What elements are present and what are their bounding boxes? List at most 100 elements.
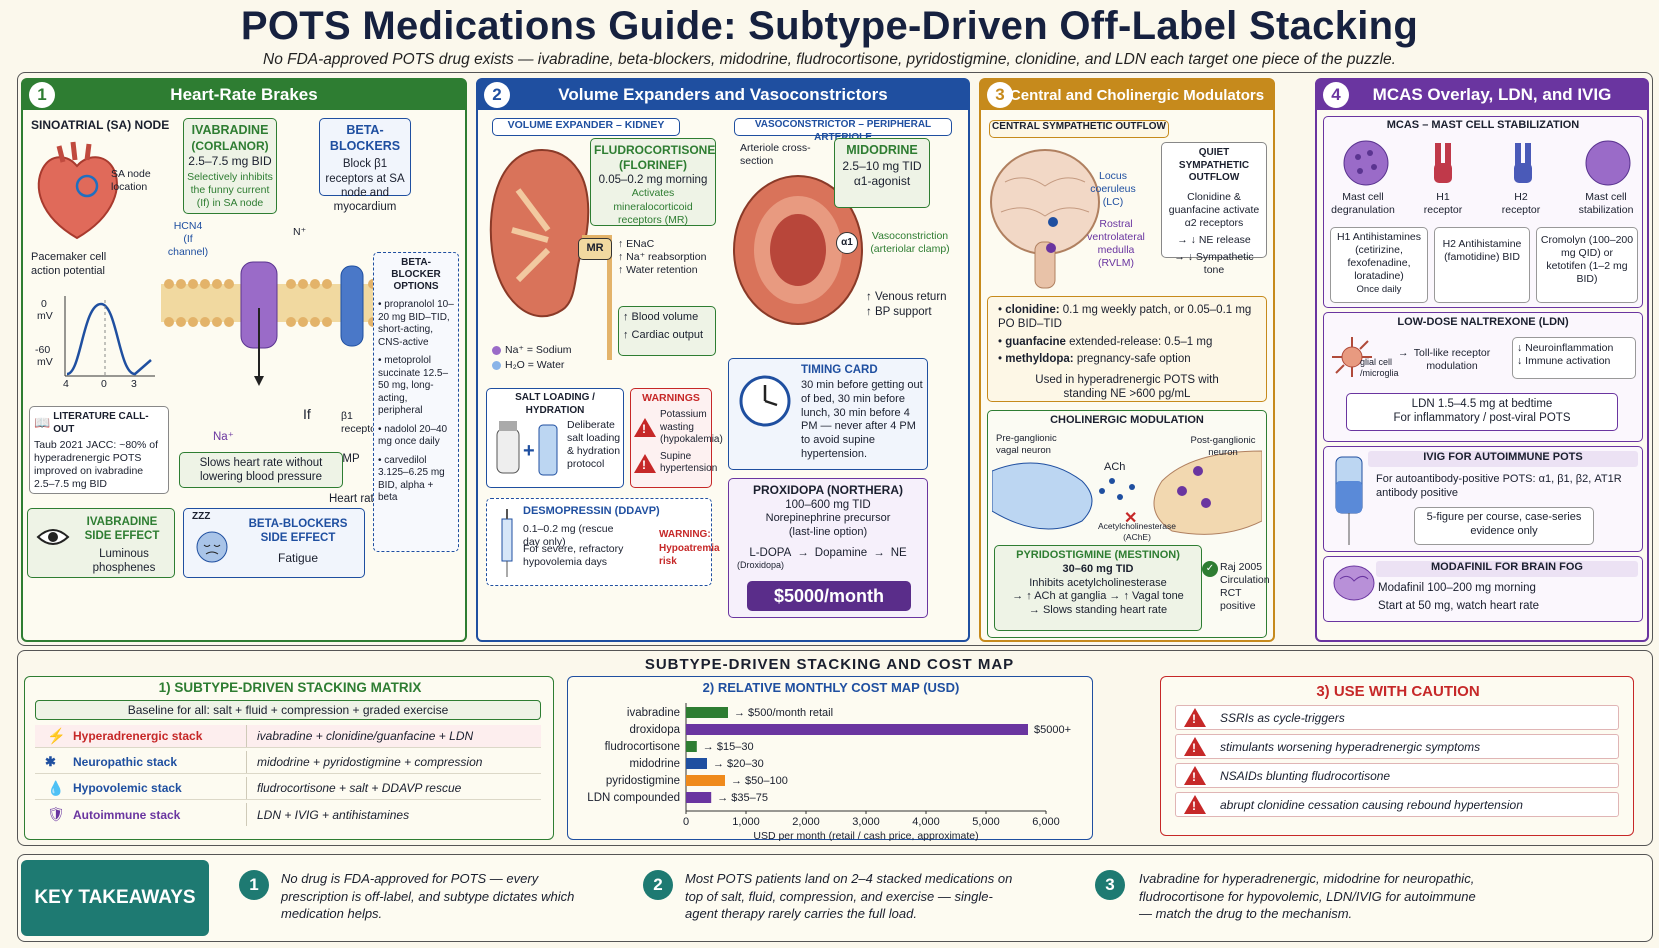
takeaway-2-num: 2: [643, 870, 673, 900]
warnings-card: WARNINGS Potassium wasting (hypokalemia)…: [630, 388, 723, 488]
x-tick-label: 0: [683, 816, 689, 828]
cost-data-label: → $20–30: [713, 758, 764, 770]
ivig-label: IVIG FOR AUTOIMMUNE POTS: [1368, 451, 1638, 467]
slows-heart-rate-box: Slows heart rate without lowering blood …: [179, 452, 343, 488]
bullet-0-drug: clonidine:: [1005, 304, 1060, 316]
mr-effect-2: ↑ Water retention: [618, 264, 698, 277]
proxi-path-1: Dopamine: [814, 546, 868, 559]
rvlm-label: Rostral ventrolateral medulla (RVLM): [1087, 218, 1145, 270]
cromolyn-card: Cromolyn (100–200 mg QID) or ketotifen (…: [1536, 227, 1638, 303]
desmo-warn: Hypoatremia risk: [659, 543, 720, 567]
fludro-name: FLUDROCORTISONE: [594, 143, 716, 157]
bullet-1-drug: guanfacine: [1005, 335, 1066, 348]
cost-data-label: → $500/month retail: [734, 707, 833, 719]
fludro-dose: 0.05–0.2 mg morning: [598, 174, 708, 186]
warning-icon: [1184, 795, 1206, 814]
category-label: midodrine: [630, 758, 681, 770]
x-tick-label: 3,000: [852, 816, 880, 828]
icon-label-0: Mast cell degranulation: [1331, 191, 1395, 217]
option-3: • carvedilol 3.125–6.25 mg BID, alpha + …: [378, 454, 445, 504]
table-row: ✱ Neuropathic stack midodrine + pyridost…: [35, 751, 541, 774]
pacemaker-label: Pacemaker cell action potential: [31, 251, 107, 278]
hcn4-sub: (If channel): [167, 233, 209, 259]
warnings-title: WARNINGS: [642, 392, 700, 404]
panel-3-header: 3 Central and Cholinergic Modulators: [981, 80, 1273, 110]
cost-title: 2) RELATIVE MONTHLY COST MAP (USD): [702, 680, 960, 695]
warning-icon: [634, 453, 656, 473]
caution-row: stimulants worsening hyperadrenergic sym…: [1175, 734, 1619, 759]
cost-bar: [686, 741, 697, 752]
panel-1-header: 1 Heart-Rate Brakes: [23, 80, 465, 110]
zzz-label: ZZZ: [192, 511, 211, 522]
tired-face-icon: [196, 531, 228, 563]
bullet-clonidine: • clonidine: 0.1 mg weekly patch, or 0.0…: [998, 304, 1252, 331]
warning-icon: [634, 418, 656, 438]
iv-bag-icon: [1335, 456, 1363, 545]
raj-text: Raj 2005 Circulation RCT positive: [1220, 561, 1270, 613]
panel-volume-vasoconstrictors: 2 Volume Expanders and Vasoconstrictors …: [476, 78, 970, 642]
vasoconstriction-label: Vasoconstriction (arteriolar clamp): [870, 230, 950, 256]
heart-icon: [37, 141, 118, 240]
nerve-icon: ✱: [45, 754, 56, 769]
pyr-desc: Inhibits acetylcholinesterase: [1029, 576, 1167, 589]
ivabradine-dose: 2.5–7.5 mg BID: [188, 153, 272, 168]
midodrine-dose: 2.5–10 mg TID: [842, 158, 922, 173]
beta-blockers-desc: Block β1 receptors at SA node and myocar…: [325, 158, 405, 214]
takeaways-label: KEY TAKEAWAYS: [21, 860, 209, 936]
cholinergic-box: CHOLINERGIC MODULATION ✕ Pre-ganglionic …: [987, 410, 1270, 638]
stacking-matrix: 1) SUBTYPE-DRIVEN STACKING MATRIX Baseli…: [24, 676, 554, 840]
x-tick-label: 4,000: [912, 816, 940, 828]
n-plus-label: N⁺: [293, 226, 307, 238]
cost-bar: [686, 724, 1028, 735]
pyr-effect2: → Slows standing heart rate: [1028, 604, 1168, 616]
mcas-icons: [1343, 140, 1631, 186]
row-3-value: LDN + IVIG + antihistamines: [257, 807, 410, 822]
mr-effect-0: ↑ ENaC: [618, 238, 655, 250]
cost-data-label: → $50–100: [731, 775, 788, 787]
mido-result-1: ↑ BP support: [866, 305, 932, 318]
proxi-path-2: NE: [890, 546, 907, 559]
option-0-text: propranolol 10–20 mg BID–TID, short-acti…: [378, 299, 454, 348]
beta-blockers-side-effect: ZZZ BETA-BLOCKERS SIDE EFFECT Fatigue: [183, 508, 365, 578]
fludro-result-1: ↑ Cardiac output: [623, 328, 704, 341]
ache-label: Acetylcholinesterase (AChE): [1098, 521, 1176, 542]
na-plus-label: Na⁺: [213, 431, 234, 443]
beta1-receptor-label: β1 receptor: [341, 410, 380, 436]
icon-label-2: H2 receptor: [1501, 191, 1541, 217]
mr-effects: ↑ ENaC ↑ Na⁺ reabsorption ↑ Water retent…: [618, 238, 718, 277]
mido-result-0: ↑ Venous return: [866, 291, 947, 303]
cost-data-label: → $15–30: [703, 741, 754, 753]
desmo-title: DESMOPRESSIN (DDAVP): [523, 505, 660, 517]
ach-label: ACh: [1104, 461, 1126, 473]
ivabradine-brand: (CORLANOR): [191, 138, 269, 153]
heart-rate-label: Heart rate: [329, 493, 381, 505]
caution-1: stimulants worsening hyperadrenergic sym…: [1220, 739, 1481, 754]
ldn-label: LOW-DOSE NALTREXONE (LDN): [1397, 316, 1569, 328]
proxi-desc: Norepinephrine precursor (last-line opti…: [765, 512, 891, 539]
mr-receptor: MR: [578, 238, 612, 260]
book-icon: 📖: [34, 415, 51, 431]
brain-icon: [1333, 565, 1375, 601]
cost-map: 2) RELATIVE MONTHLY COST MAP (USD) ivabr…: [567, 676, 1093, 841]
salt-water-icon: +: [496, 421, 558, 476]
pyr-title: PYRIDOSTIGMINE (MESTINON): [1016, 549, 1180, 561]
pre-neuron-label: Pre-ganglionic vagal neuron: [996, 433, 1057, 456]
syringe-icon: [501, 509, 513, 577]
bullet-methyldopa: • methyldopa: pregnancy-safe option: [998, 353, 1191, 366]
category-label: pyridostigmine: [606, 775, 680, 787]
midodrine-card: MIDODRINE 2.5–10 mg TID α1-agonist: [834, 138, 930, 208]
takeaway-2-text: Most POTS patients land on 2–4 stacked m…: [685, 871, 1013, 922]
pyridostigmine-card: PYRIDOSTIGMINE (MESTINON) 30–60 mg TID I…: [994, 545, 1202, 631]
ldn-effects: ↓ Neuroinflammation ↓ Immune activation: [1512, 337, 1636, 379]
x-tick-label: 6,000: [1032, 816, 1060, 828]
quiet-text-1: → ↓ NE release: [1177, 233, 1251, 246]
option-3-text: carvedilol 3.125–6.25 mg BID, alpha + be…: [378, 454, 445, 504]
check-icon: ✓: [1202, 561, 1218, 577]
fludro-brand: (FLORINEF): [619, 158, 687, 172]
membrane-diagram: [161, 261, 381, 386]
bullet-1-text: extended-release: 0.5–1 mg: [1069, 335, 1213, 348]
bullet-0-text: 0.1 mg weekly patch, or 0.05–0.1 mg PO B…: [998, 304, 1252, 331]
ivig-box: IVIG FOR AUTOIMMUNE POTS For autoantibod…: [1323, 446, 1643, 552]
brain-illustration: [990, 149, 1100, 289]
ivig-cost: 5-figure per course, case-series evidenc…: [1414, 507, 1594, 545]
